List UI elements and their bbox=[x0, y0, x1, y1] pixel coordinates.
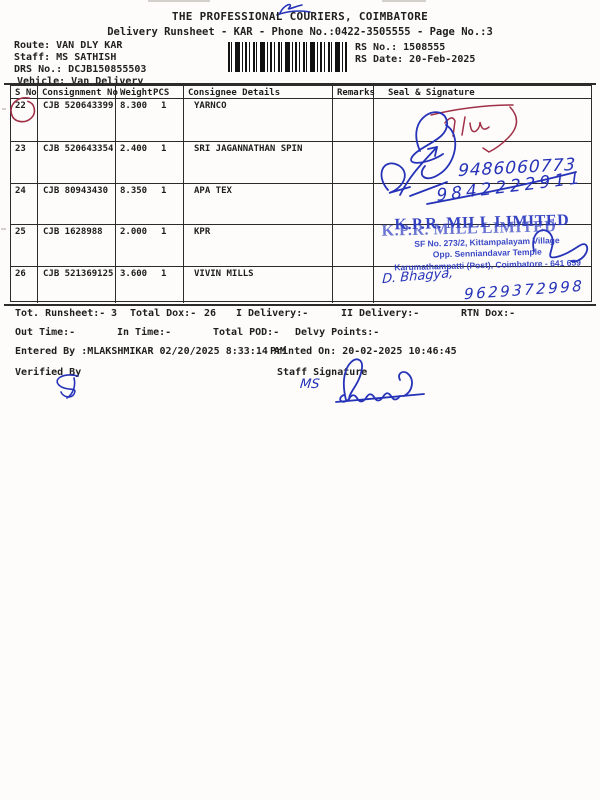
printed-on-line: Printed On: 20-02-2025 10:46:45 bbox=[270, 346, 457, 357]
cell-weight-pcs: 2.400 1 bbox=[116, 142, 184, 183]
company-stamp: K.P.R. MILL LIMITED K.P.R. MILL LIMITED … bbox=[379, 209, 594, 275]
table-row: 24 CJB 80943430 8.350 1 APA TEX bbox=[11, 184, 591, 225]
cell-consignment-no: CJB 1628988 bbox=[38, 225, 116, 266]
cell-s-no: 24 bbox=[11, 184, 38, 224]
arrow-to-red-mark bbox=[399, 146, 438, 196]
scan-artifact bbox=[2, 108, 6, 110]
cell-remarks bbox=[333, 267, 374, 303]
verified-by-label: Verified By bbox=[15, 367, 82, 378]
header-pcs: PCS bbox=[153, 88, 170, 98]
arrow-head bbox=[427, 146, 438, 157]
cell-s-no: 25 bbox=[11, 225, 38, 266]
cell-s-no: 26 bbox=[11, 267, 38, 303]
signature-g-loop bbox=[380, 162, 411, 194]
cell-weight: 2.000 bbox=[120, 227, 148, 237]
scan-artifact bbox=[382, 0, 426, 2]
cell-consignee: APA TEX bbox=[184, 184, 333, 224]
verified-by-signature bbox=[56, 374, 79, 399]
cell-pcs: 1 bbox=[161, 144, 167, 154]
cell-consignment-no: CJB 521369125 bbox=[38, 267, 116, 303]
document-title: THE PROFESSIONAL COURIERS, COIMBATORE bbox=[171, 10, 429, 23]
underline-stroke bbox=[426, 171, 577, 205]
cell-consignee: KPR bbox=[184, 225, 333, 266]
cell-s-no: 22 bbox=[11, 99, 38, 141]
cell-weight-pcs: 2.000 1 bbox=[116, 225, 184, 266]
total-dox-label: Total Dox:- bbox=[130, 308, 197, 319]
barcode-icon bbox=[228, 42, 349, 72]
cell-consignee: VIVIN MILLS bbox=[184, 267, 333, 303]
scan-artifact bbox=[148, 0, 210, 2]
table-row: 22 CJB 520643399 8.300 1 YARNCO bbox=[11, 99, 591, 142]
cell-consignee: YARNCO bbox=[184, 99, 333, 141]
header-remarks: Remarks bbox=[333, 86, 375, 98]
cell-weight-pcs: 3.600 1 bbox=[116, 267, 184, 303]
signature-flourish-2 bbox=[420, 124, 457, 180]
horizontal-rule-bottom bbox=[4, 304, 596, 306]
out-time-label: Out Time:- bbox=[15, 327, 76, 338]
cell-weight-pcs: 8.300 1 bbox=[116, 99, 184, 141]
route-line: Route: VAN DLY KAR bbox=[14, 40, 123, 51]
entered-by-line: Entered By :MLAKSHMIKAR 02/20/2025 8:33:… bbox=[15, 346, 286, 357]
header-consignment-no: Consignment No bbox=[38, 86, 118, 98]
delvy-points-label: Delvy Points:- bbox=[295, 327, 380, 338]
staff-line: Staff: MS SATHISH bbox=[14, 52, 117, 63]
signature-cross-stroke bbox=[409, 181, 448, 197]
header-weight: Weight bbox=[120, 88, 153, 98]
cell-weight: 2.400 bbox=[120, 144, 148, 154]
rs-date-line: RS Date: 20-Feb-2025 bbox=[355, 54, 476, 65]
drs-no-line: DRS No.: DCJB150855503 bbox=[14, 64, 147, 75]
consignment-table: S No Consignment No Weight PCS Consignee … bbox=[10, 85, 592, 303]
cell-remarks bbox=[333, 225, 374, 266]
cell-remarks bbox=[333, 184, 374, 224]
cell-consignee: SRI JAGANNATHAN SPIN bbox=[184, 142, 333, 183]
cell-consignment-no: CJB 520643354 bbox=[38, 142, 116, 183]
in-time-label: In Time:- bbox=[117, 327, 172, 338]
rtn-dox-label: RTN Dox:- bbox=[461, 308, 516, 319]
horizontal-rule-top bbox=[4, 83, 596, 85]
tot-runsheet-label: Tot. Runsheet:- bbox=[15, 308, 106, 319]
cell-consignment-no: CJB 520643399 bbox=[38, 99, 116, 141]
stamp-signature bbox=[532, 229, 589, 263]
signature-flourish-1 bbox=[410, 111, 448, 164]
i-delivery-label: I Delivery:- bbox=[236, 308, 309, 319]
cell-weight-pcs: 8.350 1 bbox=[116, 184, 184, 224]
header-weight-pcs: Weight PCS bbox=[116, 86, 184, 98]
cell-pcs: 1 bbox=[161, 186, 167, 196]
red-circle-annotation bbox=[10, 96, 36, 123]
header-consignee: Consignee Details bbox=[184, 86, 333, 98]
vehicle-line: Vehicle: Van Delivery bbox=[17, 76, 144, 87]
scan-artifact bbox=[1, 228, 6, 230]
staff-signature bbox=[335, 358, 425, 403]
rs-no-line: RS No.: 1508555 bbox=[355, 42, 446, 53]
signature-overlay bbox=[380, 111, 589, 263]
header-s-no: S No bbox=[11, 86, 38, 98]
cell-pcs: 1 bbox=[161, 101, 167, 111]
table-header-row: S No Consignment No Weight PCS Consignee … bbox=[11, 86, 591, 99]
cell-weight: 3.600 bbox=[120, 269, 148, 279]
cell-weight: 8.350 bbox=[120, 186, 148, 196]
staff-signature-label: Staff Signature bbox=[277, 367, 368, 378]
total-dox-value: 26 bbox=[204, 308, 217, 319]
table-row: 23 CJB 520643354 2.400 1 SRI JAGANNATHAN … bbox=[11, 142, 591, 184]
cell-pcs: 1 bbox=[161, 269, 167, 279]
pen-scribble-top bbox=[276, 3, 311, 16]
cell-s-no: 23 bbox=[11, 142, 38, 183]
cell-remarks bbox=[333, 99, 374, 141]
total-pod-label: Total POD:- bbox=[213, 327, 280, 338]
cell-pcs: 1 bbox=[161, 227, 167, 237]
document-subtitle: Delivery Runsheet - KAR - Phone No.:0422… bbox=[107, 26, 493, 38]
cell-consignment-no: CJB 80943430 bbox=[38, 184, 116, 224]
table-row: 26 CJB 521369125 3.600 1 VIVIN MILLS bbox=[11, 267, 591, 303]
header-seal-signature: Seal & Signature bbox=[388, 88, 475, 98]
table-row: 25 CJB 1628988 2.000 1 KPR bbox=[11, 225, 591, 267]
tot-runsheet-value: 3 bbox=[111, 308, 118, 319]
cell-weight: 8.300 bbox=[120, 101, 148, 111]
cell-remarks bbox=[333, 142, 374, 183]
ii-delivery-label: II Delivery:- bbox=[341, 308, 420, 319]
